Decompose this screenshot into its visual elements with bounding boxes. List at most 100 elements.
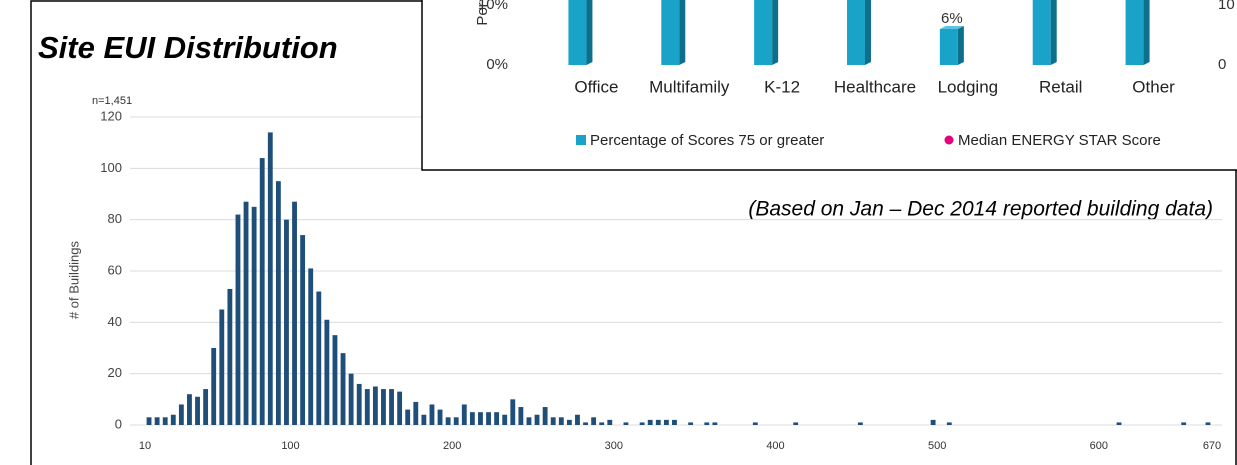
x-tick-label: 100	[281, 440, 299, 452]
bar	[211, 348, 217, 425]
x-tick-label: K-12	[764, 77, 800, 96]
bar	[170, 414, 176, 425]
bar	[639, 422, 645, 425]
chart-title: Site EUI Distribution	[38, 30, 338, 65]
bar	[372, 386, 378, 425]
x-tick-label: Other	[1132, 77, 1175, 96]
bar	[583, 422, 588, 425]
y2-tick-label: 0	[1218, 56, 1226, 73]
bar	[712, 422, 718, 425]
x-tick-label: 670	[1203, 440, 1221, 452]
x-tick-label: Healthcare	[834, 77, 916, 96]
annotation: (Based on Jan – Dec 2014 reported buildi…	[748, 198, 1213, 221]
x-tick-label: 600	[1090, 440, 1108, 452]
bar	[752, 422, 758, 425]
bar	[195, 396, 200, 425]
bar	[243, 201, 249, 425]
bar	[219, 309, 225, 425]
bar-side	[1143, 0, 1150, 65]
x-tick-label: 400	[766, 440, 784, 452]
bar	[1125, 0, 1144, 65]
bar	[478, 412, 483, 425]
bar	[663, 419, 669, 425]
bar	[275, 181, 281, 425]
bar	[332, 335, 338, 425]
y-tick-label: 0	[115, 416, 122, 431]
bar	[655, 419, 661, 425]
bar	[510, 399, 516, 425]
bar-side	[865, 0, 871, 65]
sample-size-note: n=1,451	[92, 95, 132, 107]
x-tick-label: Multifamily	[649, 77, 730, 96]
value-label: 6%	[941, 10, 963, 27]
legend-label: Median ENERGY STAR Score	[958, 132, 1161, 149]
bar	[227, 288, 233, 425]
bar	[259, 158, 265, 426]
bar	[857, 422, 863, 425]
bar	[672, 419, 677, 425]
x-tick-label: 200	[443, 440, 461, 452]
bar	[494, 412, 500, 425]
bar	[324, 319, 330, 425]
bar	[381, 389, 386, 425]
y-tick-label: 120	[100, 108, 122, 123]
bar	[445, 417, 451, 425]
bar	[704, 422, 710, 425]
bar	[558, 417, 564, 425]
bar	[421, 414, 427, 425]
bar	[397, 391, 403, 425]
legend-label: Percentage of Scores 75 or greater	[590, 132, 824, 149]
y-tick-label: 40	[108, 314, 122, 329]
bar-side	[772, 0, 779, 65]
bar	[348, 373, 354, 425]
bar	[518, 407, 524, 425]
bar	[661, 0, 680, 65]
bar	[389, 389, 394, 425]
bar	[405, 409, 411, 425]
y2-tick-label: 10	[1218, 0, 1235, 13]
y-tick-label: 10%	[478, 0, 508, 13]
inset-frame	[421, 0, 1237, 171]
bar	[437, 409, 443, 425]
bar	[178, 404, 184, 425]
bar	[793, 422, 799, 425]
y-tick-label: 0%	[486, 56, 508, 73]
bar	[847, 0, 865, 65]
bar	[930, 419, 936, 425]
bar	[754, 0, 773, 65]
bar	[251, 206, 257, 425]
bar	[469, 412, 475, 425]
bar	[429, 404, 435, 425]
bar	[566, 419, 572, 425]
x-tick-label: Lodging	[938, 77, 999, 96]
bar	[1032, 0, 1051, 65]
y-tick-label: 100	[100, 160, 122, 175]
bar	[308, 268, 314, 425]
x-tick-label: Office	[574, 77, 618, 96]
bar	[550, 417, 556, 425]
bar	[267, 132, 273, 425]
bar	[292, 201, 297, 425]
bar	[413, 401, 419, 425]
bar	[461, 404, 467, 425]
bar	[154, 417, 160, 425]
legend-swatch	[576, 135, 586, 145]
legend-swatch	[944, 135, 954, 145]
bar	[1205, 422, 1211, 425]
y-tick-label: 60	[108, 262, 122, 277]
x-tick-label: 10	[139, 440, 151, 452]
bar	[1181, 422, 1187, 425]
bar	[316, 291, 322, 425]
bar-side	[586, 0, 593, 65]
bar	[526, 417, 532, 425]
inset-y-axis-label: Per	[474, 2, 491, 25]
bar	[284, 219, 289, 425]
bar	[575, 414, 580, 425]
bar-side	[957, 26, 964, 65]
x-tick-label: 500	[928, 440, 946, 452]
bar	[453, 417, 459, 425]
inset-chart: Per 0% 10% 0 10 Office Multifamily K-12 Healthc…	[421, 0, 1237, 171]
bar-top	[939, 26, 964, 29]
bar-side	[679, 0, 686, 65]
